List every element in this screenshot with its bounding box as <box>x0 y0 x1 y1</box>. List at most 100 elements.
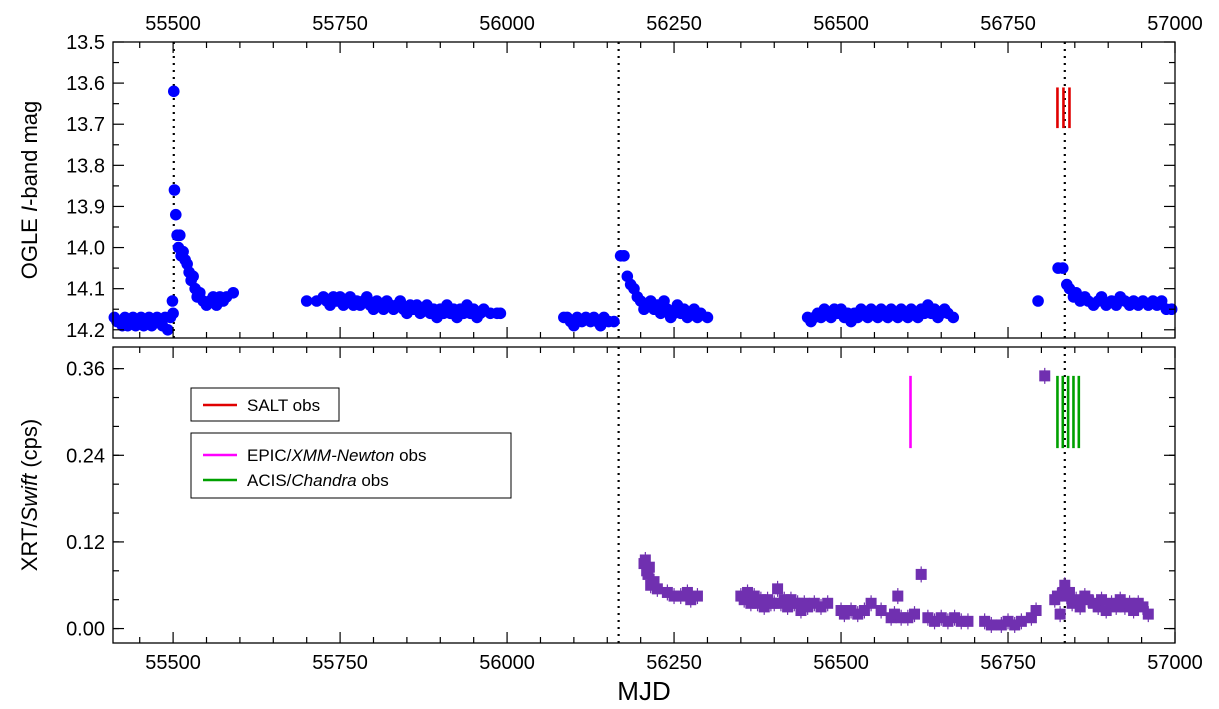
xrt-point <box>745 597 757 609</box>
xrt-point <box>675 590 687 602</box>
top-x-tick-labels: 55500 55750 56000 56250 56500 56750 57000 <box>145 13 1203 35</box>
xray-obs-marks <box>909 375 1081 449</box>
xrt-point <box>962 615 974 627</box>
xrt-point <box>792 597 804 609</box>
xrt-point <box>768 597 780 609</box>
xrt-point <box>815 601 827 613</box>
ogle-point <box>167 307 179 320</box>
xrt-point <box>1030 605 1042 617</box>
xrt-point <box>651 583 663 595</box>
xrt-point <box>985 619 997 631</box>
ogle-points <box>108 85 1178 336</box>
xrt-point <box>1124 597 1136 609</box>
xrt-point <box>758 601 770 613</box>
y-tick-label: 13.7 <box>66 114 105 136</box>
xrt-point <box>681 586 693 598</box>
y-tick-label: 0.00 <box>66 619 105 641</box>
xrt-point <box>922 612 934 624</box>
y-tick-label: 0.24 <box>66 445 105 467</box>
xrt-point <box>1009 619 1021 631</box>
xrt-point <box>895 612 907 624</box>
bottom-x-tick-labels: 55500 55750 56000 56250 56500 56750 57000 <box>145 652 1203 674</box>
ogle-point <box>161 323 174 336</box>
xrt-point <box>929 615 941 627</box>
xrt-point <box>643 561 655 573</box>
xrt-point <box>979 615 991 627</box>
xrt-point <box>748 590 760 602</box>
top-x-tick-label: 55500 <box>145 13 201 35</box>
legend: SALT obs EPIC/XMM-Newton obs ACIS/Chandr… <box>190 387 512 499</box>
xrt-point <box>778 594 790 606</box>
xrt-point <box>1092 601 1104 613</box>
xrt-point <box>685 594 697 606</box>
xrt-point <box>1114 594 1126 606</box>
xrt-point <box>942 615 954 627</box>
bottom-panel: 0.00 0.12 0.24 0.36 55500 55750 56000 56250 565… <box>17 346 1203 706</box>
xrt-point <box>1128 605 1140 617</box>
x-tick-label: 55750 <box>312 652 368 674</box>
y-tick-label: 0.36 <box>66 359 105 381</box>
xrt-point <box>1063 586 1075 598</box>
legend-box-xray <box>190 432 512 499</box>
xrt-point <box>661 586 673 598</box>
legend-label-chandra: ACIS/Chandra obs <box>247 471 389 490</box>
xrt-point <box>875 605 887 617</box>
ogle-point <box>168 184 181 196</box>
y-tick-label: 14.1 <box>66 279 105 301</box>
top-x-tick-label: 55750 <box>312 13 368 35</box>
top-plot-frame <box>112 41 1176 339</box>
x-tick-label: 55500 <box>145 652 201 674</box>
legend-label-xmm: EPIC/XMM-Newton obs <box>247 446 427 465</box>
ogle-point <box>173 229 186 242</box>
xrt-point <box>639 554 651 566</box>
legend-label-salt: SALT obs <box>247 396 320 415</box>
xrt-point <box>949 612 961 624</box>
y-tick-label: 0.12 <box>66 532 105 554</box>
top-ticks <box>113 41 1176 338</box>
salt-marks <box>1056 87 1071 129</box>
xrt-point <box>1137 601 1149 613</box>
xrt-point <box>808 597 820 609</box>
xrt-point <box>838 608 850 620</box>
xrt-point <box>915 568 927 580</box>
xrt-point <box>1074 601 1086 613</box>
top-vlines <box>172 42 1066 338</box>
bottom-ticks <box>113 347 1176 643</box>
xrt-point <box>691 590 703 602</box>
ogle-point <box>187 270 199 283</box>
xrt-point <box>1142 608 1154 620</box>
y-tick-label: 13.6 <box>66 73 105 95</box>
xrt-point <box>858 605 870 617</box>
bottom-y-axis-label: XRT/Swift (cps) <box>17 419 42 571</box>
ogle-point <box>608 315 620 328</box>
y-tick-label: 14.2 <box>66 320 105 342</box>
x-tick-label: 57000 <box>1147 652 1203 674</box>
x-axis-label: MJD <box>617 676 670 706</box>
y-tick-label: 13.5 <box>66 32 105 54</box>
ogle-point <box>169 208 182 221</box>
xrt-point <box>1025 612 1037 624</box>
ogle-point <box>1056 262 1069 274</box>
xrt-point <box>909 608 921 620</box>
xrt-point <box>772 583 784 595</box>
y-tick-label: 14.0 <box>66 238 105 260</box>
xrt-point <box>802 601 814 613</box>
xrt-point <box>1070 594 1082 606</box>
ogle-point <box>167 85 180 98</box>
xrt-point <box>1039 370 1051 382</box>
y-tick-label: 13.9 <box>66 196 105 218</box>
xrt-point <box>845 605 857 617</box>
xrt-point <box>1110 601 1122 613</box>
top-y-axis-label: OGLE I-band mag <box>17 101 42 280</box>
bottom-plot-frame <box>112 346 1176 644</box>
xrt-point <box>888 608 900 620</box>
xrt-point <box>1100 605 1112 617</box>
xrt-point <box>795 605 807 617</box>
top-x-tick-label: 56500 <box>813 13 869 35</box>
xrt-point <box>782 601 794 613</box>
bottom-y-tick-labels: 0.00 0.12 0.24 0.36 <box>66 359 105 641</box>
xrt-point <box>648 576 660 588</box>
xrt-point <box>1054 608 1066 620</box>
xrt-point <box>902 612 914 624</box>
xrt-points <box>638 367 1154 633</box>
